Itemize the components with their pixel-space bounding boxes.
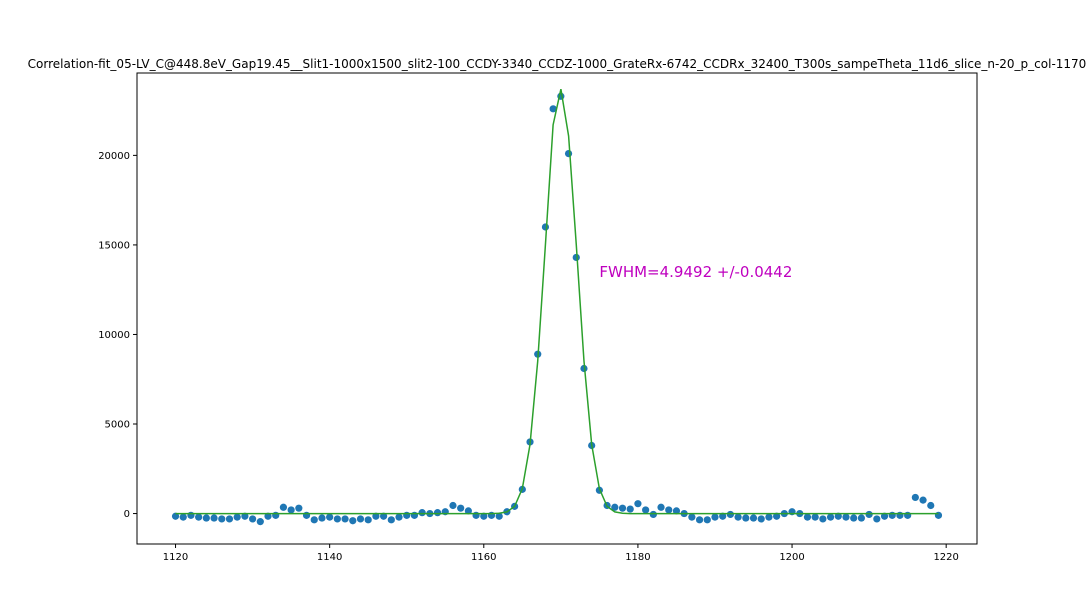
data-point — [241, 512, 249, 520]
data-point — [749, 514, 758, 522]
y-tick-label: 0 — [124, 509, 130, 520]
data-point — [403, 511, 411, 519]
data-point — [888, 511, 896, 519]
data-point — [649, 510, 657, 519]
data-point — [349, 517, 357, 525]
data-point — [634, 500, 642, 508]
data-point — [233, 513, 241, 521]
x-tick-label: 1220 — [933, 552, 958, 563]
data-point — [225, 515, 234, 523]
data-point — [618, 504, 627, 512]
data-point — [857, 514, 866, 522]
data-point — [834, 512, 842, 520]
data-point — [773, 512, 781, 520]
data-point — [904, 511, 912, 519]
data-point — [495, 512, 503, 520]
axes-frame — [136, 72, 978, 545]
data-point — [873, 515, 881, 523]
y-tick-label: 15000 — [98, 240, 130, 251]
x-tick-label: 1120 — [163, 552, 188, 563]
data-point — [218, 515, 226, 523]
data-point — [865, 510, 873, 519]
data-point — [626, 505, 634, 513]
data-point — [711, 513, 719, 521]
data-point — [734, 513, 742, 521]
data-point — [549, 105, 557, 113]
x-tick-label: 1180 — [625, 552, 650, 563]
data-point — [719, 512, 727, 520]
data-point — [811, 513, 819, 521]
data-point — [248, 515, 257, 523]
data-point — [826, 513, 835, 521]
data-point — [742, 514, 750, 522]
data-point — [880, 512, 889, 520]
data-point — [256, 518, 264, 526]
data-point — [726, 510, 734, 519]
data-point — [657, 503, 665, 511]
data-point — [195, 513, 203, 521]
data-point — [372, 512, 380, 520]
data-point — [665, 506, 673, 514]
data-point — [919, 496, 927, 504]
data-point — [356, 515, 365, 523]
data-point — [326, 513, 334, 521]
data-point — [457, 504, 465, 512]
x-tick-label: 1140 — [317, 552, 342, 563]
data-point — [703, 516, 711, 524]
data-point — [688, 513, 696, 521]
fit-line — [175, 88, 939, 515]
data-point — [272, 511, 280, 519]
data-point — [642, 506, 650, 514]
data-point — [850, 514, 858, 522]
data-point — [318, 514, 326, 522]
data-point — [934, 511, 943, 519]
data-point — [295, 504, 303, 512]
data-point — [418, 509, 426, 517]
data-point — [541, 223, 550, 231]
data-point — [302, 511, 311, 519]
data-point — [341, 515, 349, 523]
y-tick-label: 10000 — [98, 330, 130, 341]
data-point — [202, 514, 210, 522]
data-point — [911, 493, 919, 502]
data-point — [480, 512, 488, 520]
chart-title: Correlation-fit_05-LV_C@448.8eV_Gap19.45… — [28, 57, 1086, 71]
data-point — [896, 511, 904, 519]
data-point — [672, 507, 681, 515]
data-point — [264, 512, 272, 520]
data-point — [765, 513, 773, 521]
data-point — [387, 516, 395, 524]
data-point — [464, 507, 472, 515]
data-point — [842, 513, 850, 521]
data-point — [433, 509, 442, 517]
data-point — [279, 503, 288, 511]
data-point — [611, 503, 619, 511]
data-point — [187, 511, 195, 519]
data-point — [410, 511, 419, 519]
data-point — [333, 515, 341, 523]
fwhm-annotation: FWHM=4.9492 +/-0.0442 — [599, 263, 792, 281]
data-point — [757, 515, 765, 523]
data-point — [564, 149, 573, 158]
data-point — [395, 513, 403, 521]
data-point — [210, 514, 218, 522]
data-point — [695, 516, 704, 524]
y-tick-label: 5000 — [105, 420, 130, 431]
data-point — [819, 515, 827, 523]
data-point — [171, 512, 180, 520]
x-tick-label: 1160 — [471, 552, 496, 563]
x-tick-label: 1200 — [779, 552, 804, 563]
data-point — [472, 511, 480, 519]
data-point — [803, 513, 812, 521]
data-point — [572, 253, 580, 262]
data-point — [449, 501, 457, 510]
data-point — [364, 516, 372, 524]
data-point — [380, 512, 388, 520]
data-point — [287, 506, 295, 514]
data-point — [927, 501, 935, 510]
data-point — [179, 513, 187, 521]
data-point — [310, 516, 318, 524]
y-tick-label: 20000 — [98, 151, 130, 162]
